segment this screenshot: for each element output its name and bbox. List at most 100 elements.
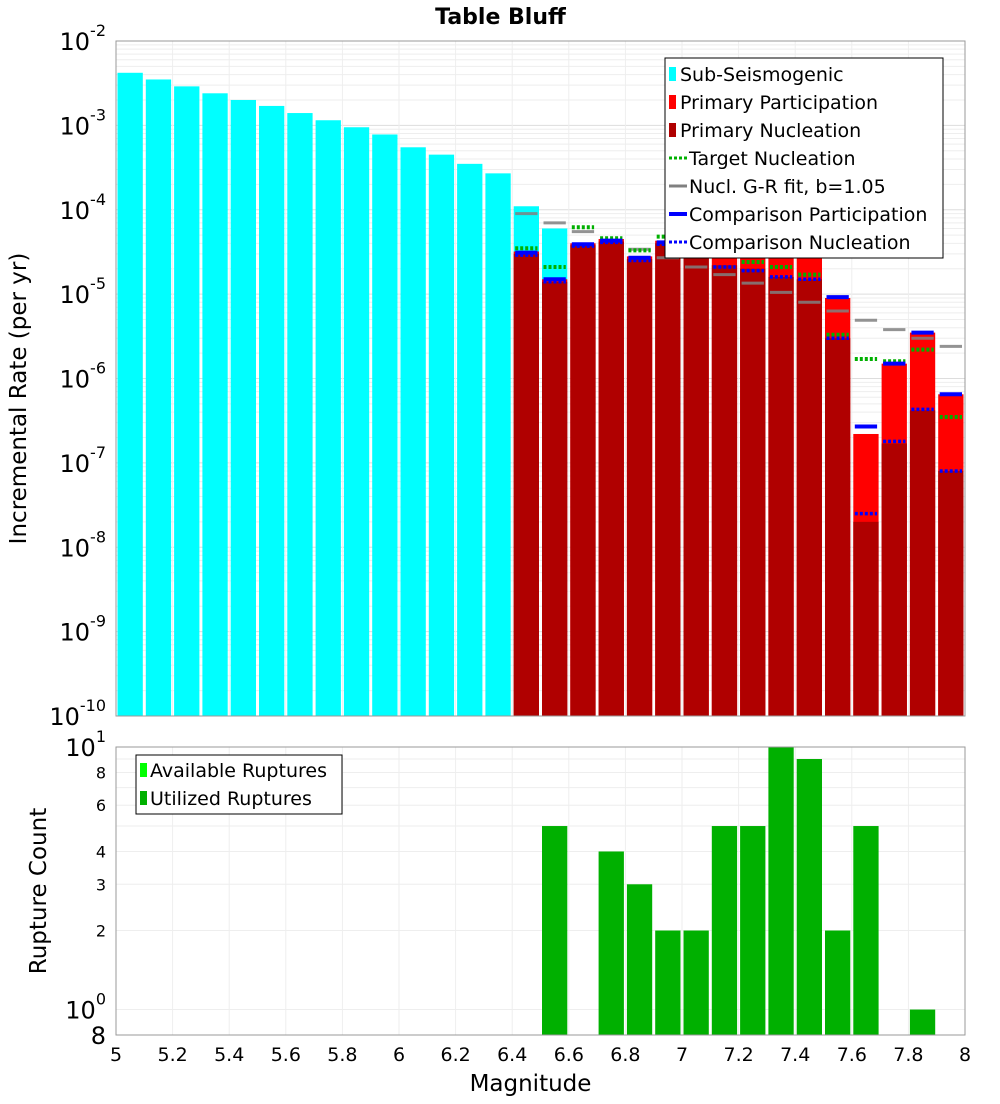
sub-seismogenic-bar	[485, 173, 511, 716]
y-tick-exponent: -10	[80, 696, 106, 715]
utilized-ruptures-bar	[853, 826, 879, 1035]
sub-seismogenic-bar	[428, 154, 455, 716]
utilized-ruptures-bar	[626, 884, 653, 1035]
legend-label: Comparison Participation	[689, 204, 927, 226]
y-tick-label: 100	[65, 990, 106, 1025]
x-tick-label: 6.4	[497, 1044, 527, 1066]
y-tick-base: 6	[96, 796, 106, 815]
x-axis-label: Magnitude	[470, 1071, 592, 1097]
utilized-ruptures-bar	[542, 826, 568, 1035]
y-tick-label: 10-10	[49, 696, 106, 731]
y-tick-label: 10-2	[60, 21, 107, 56]
utilized-ruptures-bar	[598, 851, 624, 1035]
legend-label: Nucl. G-R fit, b=1.05	[689, 176, 886, 198]
primary-nucleation-bar	[711, 265, 738, 716]
legend-label: Sub-Seismogenic	[680, 64, 844, 86]
y-tick-label: 3	[96, 875, 106, 894]
utilized-ruptures-bar	[825, 930, 851, 1035]
sub-seismogenic-bar	[287, 113, 313, 716]
y-tick-base: 10	[60, 450, 91, 478]
rate-plot-bars	[117, 72, 964, 717]
y-tick-label: 10-7	[60, 443, 107, 478]
x-tick-label: 6.2	[440, 1044, 470, 1066]
primary-nucleation-bar	[626, 259, 653, 716]
legend-box	[135, 754, 343, 815]
x-tick-label: 5.8	[327, 1044, 357, 1066]
count-plot-bars	[542, 747, 936, 1035]
x-tick-label: 6.6	[554, 1044, 584, 1066]
primary-nucleation-bar	[570, 245, 596, 717]
rate-plot-panel: 10-210-310-410-510-610-710-810-910-10 Ta…	[6, 5, 966, 731]
primary-nucleation-bar	[938, 471, 964, 716]
sub-seismogenic-bar	[372, 134, 398, 717]
x-tick-label: 6.8	[610, 1044, 640, 1066]
y-tick-exponent: -4	[90, 190, 106, 209]
rate-y-axis-label: Incremental Rate (per yr)	[6, 253, 32, 545]
primary-nucleation-bar	[683, 253, 709, 716]
x-tick-label: 7	[676, 1044, 688, 1066]
primary-nucleation-bar	[825, 338, 851, 716]
y-tick-base: 10	[65, 997, 96, 1025]
rate-plot-y-ticks: 10-210-310-410-510-610-710-810-910-10	[49, 21, 106, 731]
y-tick-exponent: -7	[90, 443, 106, 462]
y-tick-label: 10-4	[60, 190, 107, 225]
rate-plot-legend: Sub-Seismogenic Primary Participation Prim…	[664, 57, 944, 259]
y-tick-label: 10-6	[60, 359, 107, 394]
x-axis-ticks: 5 5.2 5.4 5.6 5.8 6 6.2 6.4 6.6 6.8 7 7.2 7.4 7.6 7.8 8	[110, 1044, 971, 1066]
primary-nucleation-bar	[655, 243, 681, 717]
utilized-ruptures-bar	[655, 930, 681, 1035]
y-tick-base: 8	[96, 763, 106, 782]
y-tick-base: 8	[91, 1022, 106, 1050]
x-tick-label: 5	[110, 1044, 122, 1066]
sub-seismogenic-bar	[202, 93, 228, 716]
x-tick-label: 8	[959, 1044, 971, 1066]
y-tick-exponent: -2	[90, 21, 106, 40]
x-tick-label: 7.6	[837, 1044, 867, 1066]
x-tick-label: 7.4	[780, 1044, 810, 1066]
utilized-ruptures-bar	[796, 759, 822, 1035]
primary-nucleation-bar	[513, 253, 539, 716]
y-tick-label: 8	[96, 763, 106, 782]
x-tick-label: 7.2	[723, 1044, 753, 1066]
y-tick-exponent: -3	[90, 105, 106, 124]
primary-nucleation-bar	[542, 281, 568, 716]
y-tick-label: 6	[96, 796, 106, 815]
y-tick-label: 8	[91, 1022, 106, 1050]
primary-nucleation-bar	[740, 268, 766, 716]
utilized-ruptures-bar	[740, 826, 766, 1035]
utilized-ruptures-bar	[683, 930, 709, 1035]
sub-seismogenic-bar	[117, 72, 143, 717]
y-tick-label: 2	[96, 922, 106, 941]
y-tick-exponent: -9	[90, 612, 106, 631]
x-tick-label: 5.2	[157, 1044, 187, 1066]
chart-title: Table Bluff	[435, 5, 567, 30]
legend-label: Primary Nucleation	[680, 120, 861, 142]
utilized-ruptures-bar	[711, 826, 738, 1035]
y-tick-base: 10	[60, 197, 91, 225]
y-tick-base: 3	[96, 875, 106, 894]
primary-nucleation-bar	[909, 410, 936, 716]
y-tick-label: 10-3	[60, 105, 107, 140]
legend-swatch	[669, 123, 676, 137]
sub-seismogenic-bar	[145, 79, 172, 717]
y-tick-exponent: 0	[96, 990, 106, 1009]
x-tick-label: 7.8	[893, 1044, 923, 1066]
y-tick-label: 101	[65, 727, 106, 762]
y-tick-exponent: -5	[90, 274, 106, 293]
legend-box	[664, 57, 944, 259]
x-tick-label: 5.6	[271, 1044, 301, 1066]
count-y-axis-label: Rupture Count	[26, 808, 52, 974]
y-tick-base: 10	[49, 703, 80, 731]
rate-plot-grid	[115, 40, 966, 717]
primary-nucleation-bar	[598, 241, 624, 717]
y-tick-base: 4	[96, 842, 106, 861]
primary-nucleation-bar	[881, 443, 907, 716]
legend-label: Available Ruptures	[150, 760, 327, 782]
y-tick-label: 4	[96, 842, 106, 861]
legend-label: Target Nucleation	[688, 148, 856, 170]
y-tick-label: 10-8	[60, 527, 107, 562]
